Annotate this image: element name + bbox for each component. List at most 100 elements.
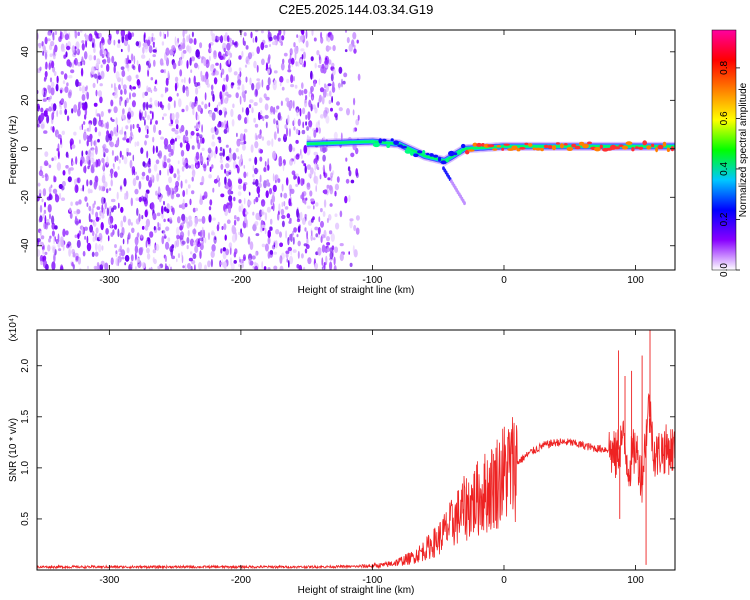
noise-mark <box>109 215 114 224</box>
noise-mark <box>252 211 255 216</box>
noise-mark <box>174 130 179 135</box>
noise-mark <box>99 264 104 270</box>
noise-mark <box>97 75 102 80</box>
noise-mark <box>174 76 179 83</box>
noise-mark <box>224 97 229 104</box>
noise-mark <box>129 136 132 144</box>
noise-mark <box>207 232 211 241</box>
noise-mark <box>59 192 62 200</box>
noise-mark <box>293 76 295 82</box>
noise-mark <box>278 30 282 36</box>
carrier-blob <box>467 149 475 152</box>
carrier-blob <box>519 147 526 150</box>
noise-mark <box>88 33 93 42</box>
noise-mark <box>190 251 193 255</box>
noise-mark <box>167 144 172 153</box>
noise-mark <box>85 85 88 90</box>
noise-mark <box>285 97 290 102</box>
noise-mark <box>220 163 224 170</box>
noise-mark <box>305 197 308 201</box>
noise-mark <box>93 181 97 190</box>
noise-mark <box>79 30 83 33</box>
noise-mark <box>139 112 142 121</box>
noise-mark <box>314 226 319 231</box>
noise-mark <box>327 83 332 87</box>
noise-mark <box>40 235 45 240</box>
noise-mark <box>129 84 132 90</box>
noise-mark <box>219 152 224 157</box>
noise-mark <box>280 62 285 71</box>
noise-mark <box>245 56 249 65</box>
noise-mark <box>321 244 326 253</box>
noise-mark <box>191 190 195 195</box>
noise-mark <box>262 116 265 122</box>
noise-mark <box>86 202 89 207</box>
noise-mark <box>127 59 132 64</box>
noise-mark <box>119 98 122 107</box>
noise-mark <box>327 46 332 50</box>
noise-mark <box>141 261 146 269</box>
noise-mark <box>252 265 255 269</box>
noise-mark <box>318 119 320 125</box>
noise-mark <box>124 262 127 266</box>
noise-mark <box>225 248 230 256</box>
carrier-blob <box>614 146 620 150</box>
noise-mark <box>207 260 211 268</box>
noise-mark <box>288 198 292 207</box>
noise-mark <box>124 57 127 65</box>
noise-mark <box>58 150 60 160</box>
noise-mark <box>201 124 203 133</box>
noise-mark <box>259 174 262 183</box>
noise-mark <box>197 238 200 245</box>
noise-mark <box>318 78 321 86</box>
noise-mark <box>132 154 135 162</box>
colorbar-tick-label: 0.4 <box>719 162 730 176</box>
x-tick-label: -200 <box>231 575 251 586</box>
carrier-blob <box>476 142 482 147</box>
noise-mark <box>222 84 226 92</box>
noise-mark <box>95 159 99 168</box>
noise-mark <box>258 111 261 121</box>
noise-mark <box>41 88 44 96</box>
noise-mark <box>239 95 242 105</box>
noise-mark <box>53 236 56 245</box>
noise-mark <box>95 62 100 70</box>
noise-mark <box>166 158 171 163</box>
noise-mark <box>127 44 131 53</box>
noise-mark <box>330 233 335 242</box>
noise-mark <box>210 84 214 91</box>
noise-mark <box>325 84 329 92</box>
noise-mark <box>205 59 210 69</box>
noise-mark <box>328 230 333 235</box>
noise-mark <box>98 185 102 191</box>
noise-mark <box>238 178 243 184</box>
noise-mark <box>136 257 140 263</box>
noise-mark <box>53 156 57 161</box>
noise-mark <box>115 250 118 254</box>
noise-mark <box>95 211 99 218</box>
noise-mark <box>329 90 332 97</box>
noise-mark <box>279 265 284 270</box>
noise-mark <box>306 205 311 209</box>
noise-mark <box>146 150 149 159</box>
noise-mark <box>293 42 296 48</box>
noise-mark <box>279 76 284 83</box>
noise-mark <box>131 222 133 226</box>
carrier-blob <box>528 143 533 147</box>
noise-mark <box>159 101 163 108</box>
figure-title: C2E5.2025.144.03.34.G19 <box>279 2 434 17</box>
noise-mark <box>245 219 248 228</box>
noise-mark <box>240 264 244 269</box>
noise-mark <box>274 174 279 181</box>
noise-mark <box>293 155 296 165</box>
noise-mark <box>319 87 325 93</box>
noise-mark <box>191 176 194 182</box>
noise-mark <box>234 215 237 220</box>
noise-mark <box>157 186 161 196</box>
noise-mark <box>106 188 109 194</box>
noise-mark <box>170 266 172 270</box>
noise-mark <box>183 77 186 84</box>
noise-mark <box>181 108 185 113</box>
noise-mark <box>231 82 235 86</box>
noise-mark <box>196 134 199 144</box>
